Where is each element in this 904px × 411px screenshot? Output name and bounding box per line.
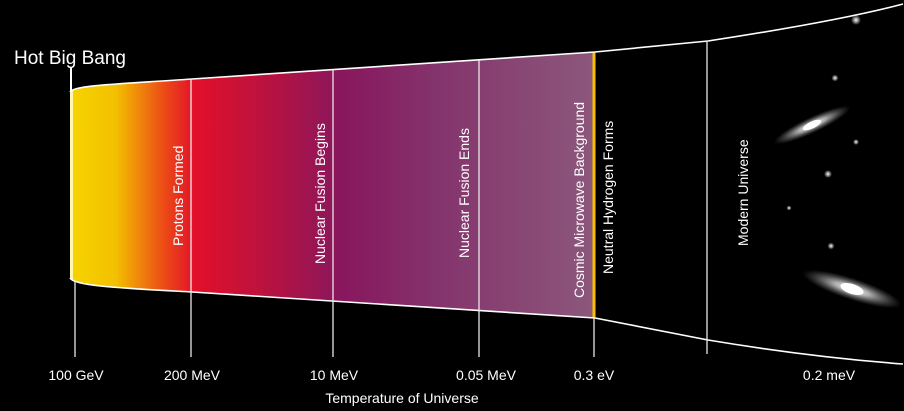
universe-upper-boundary — [69, 3, 904, 93]
star-6 — [827, 242, 835, 250]
tick-label-03ev: 0.3 eV — [573, 367, 615, 383]
universe-lower-boundary — [69, 277, 904, 365]
star-5 — [786, 205, 792, 211]
epoch-label-neutral-hydrogen-forms: Neutral Hydrogen Forms — [600, 120, 616, 274]
tick-label-005mev: 0.05 MeV — [456, 367, 516, 383]
epoch-label-cosmic-microwave-background: Cosmic Microwave Background — [571, 101, 587, 298]
tick-label-100gev: 100 GeV — [48, 367, 104, 383]
star-2 — [831, 74, 839, 82]
tick-label-10mev: 10 MeV — [309, 367, 359, 383]
epoch-label-nuclear-fusion-ends: Nuclear Fusion Ends — [456, 128, 472, 258]
star-1 — [851, 15, 861, 25]
hot-big-bang-label: Hot Big Bang — [14, 48, 126, 69]
galaxy-2 — [802, 269, 902, 309]
star-4 — [824, 170, 832, 178]
epoch-label-nuclear-fusion-begins: Nuclear Fusion Begins — [312, 123, 328, 264]
star-3 — [853, 139, 859, 145]
tick-label-02mev: 0.2 meV — [802, 367, 856, 383]
epoch-label-modern-universe: Modern Universe — [735, 139, 751, 246]
galaxy-1 — [773, 105, 851, 145]
axis-title: Temperature of Universe — [325, 390, 479, 406]
epoch-label-protons-formed: Protons Formed — [170, 145, 186, 246]
tick-label-200mev: 200 MeV — [163, 367, 221, 383]
